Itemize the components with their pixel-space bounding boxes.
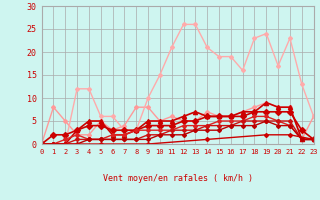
X-axis label: Vent moyen/en rafales ( km/h ): Vent moyen/en rafales ( km/h ) (103, 174, 252, 183)
